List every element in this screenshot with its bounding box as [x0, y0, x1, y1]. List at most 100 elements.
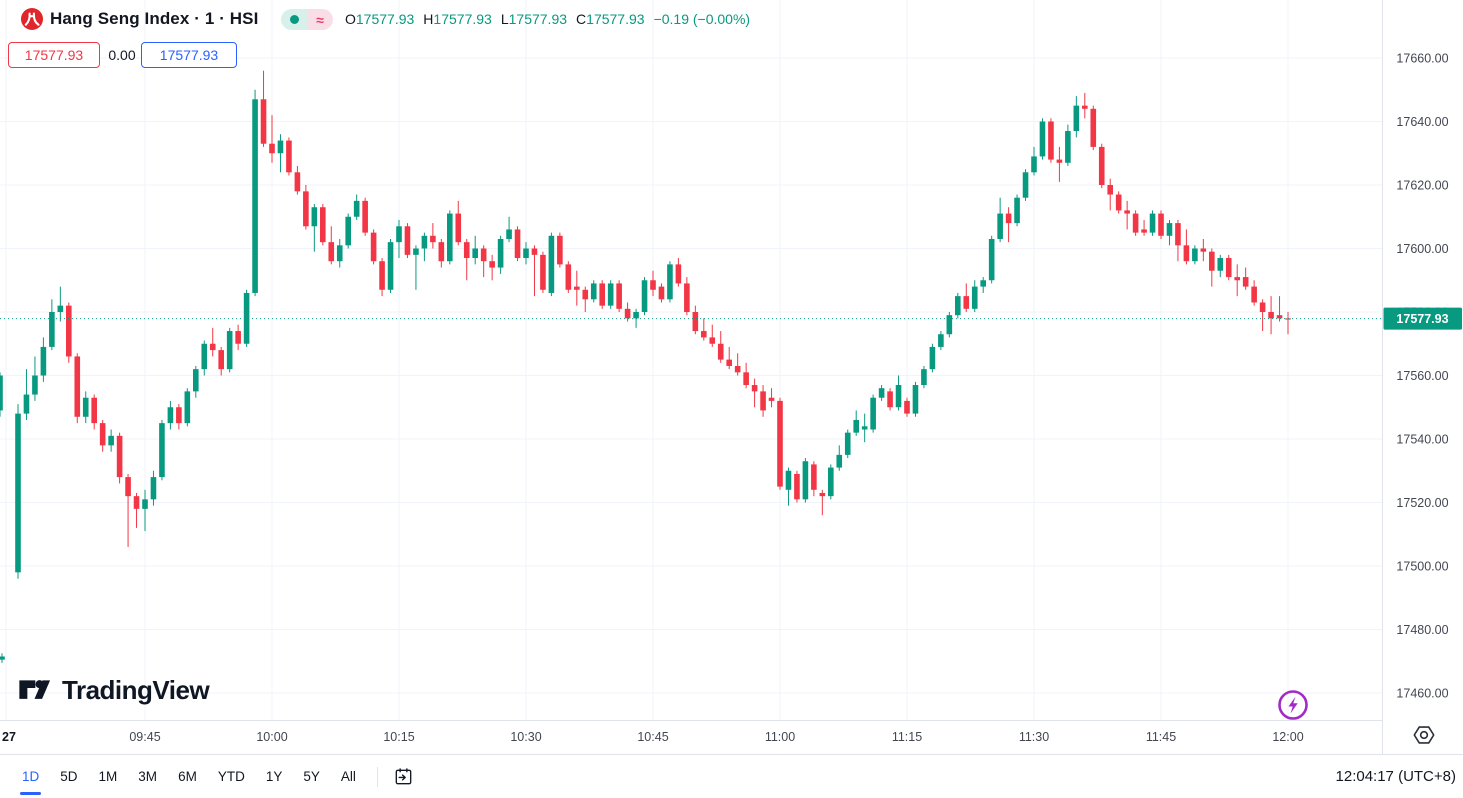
candle-body — [49, 312, 55, 347]
candle-body — [675, 264, 682, 284]
candle-body — [777, 400, 783, 487]
candle-body — [1031, 156, 1037, 173]
price-axis-label: 17520.00 — [1396, 496, 1448, 510]
high-value: 17577.93 — [433, 11, 492, 27]
candle-body — [1242, 277, 1249, 287]
candle-body — [260, 99, 267, 144]
price-axis[interactable]: 17660.0017640.0017620.0017600.0017580.00… — [1396, 52, 1448, 701]
date-range-tabs: 1D 5D 1M 3M 6M YTD 1Y 5Y All — [19, 768, 377, 795]
approx-data-icon: ≈ — [316, 11, 324, 28]
candle-body — [548, 235, 555, 293]
range-tab-6M[interactable]: 6M — [178, 768, 197, 784]
settings-button[interactable] — [1410, 722, 1438, 748]
candle-body — [1090, 108, 1097, 147]
time-axis-label: 11:15 — [892, 730, 922, 744]
range-tab-YTD[interactable]: YTD — [217, 768, 245, 784]
candle-body — [353, 200, 360, 217]
sell-price-button[interactable]: 17577.93 — [8, 42, 100, 68]
candle-body — [726, 359, 733, 366]
candle-body — [768, 397, 775, 401]
candle-body — [40, 346, 47, 376]
current-price-badge[interactable]: 17577.93 — [1383, 307, 1463, 330]
candle-body — [785, 470, 792, 490]
candlestick-chart[interactable]: 17660.0017640.0017620.0017600.0017580.00… — [0, 0, 1463, 754]
candle-body — [878, 388, 885, 398]
spread-value: 0.00 — [108, 47, 136, 63]
candle-body — [701, 331, 707, 338]
range-tab-All[interactable]: All — [340, 768, 356, 784]
candle-body — [802, 461, 809, 500]
range-tab-1Y[interactable]: 1Y — [265, 768, 283, 784]
candle-body — [1014, 197, 1020, 224]
market-open-segment[interactable] — [281, 9, 307, 30]
candle-body — [565, 264, 572, 290]
candle-body — [218, 350, 225, 370]
time-axis-label: 10:45 — [637, 730, 668, 744]
range-tab-5D[interactable]: 5D — [60, 768, 78, 784]
time-axis-label: 11:00 — [765, 730, 795, 744]
instant-trading-button[interactable] — [1276, 688, 1310, 722]
time-axis-label: 11:30 — [1019, 730, 1049, 744]
candle-body — [599, 283, 606, 306]
open-label: O — [345, 11, 356, 27]
go-to-date-button[interactable] — [392, 765, 416, 789]
candle-body — [303, 191, 309, 227]
candle-body — [963, 296, 970, 309]
price-axis-label: 17500.00 — [1396, 560, 1448, 574]
tradingview-watermark[interactable]: TradingView — [16, 672, 210, 709]
price-axis-label: 17600.00 — [1396, 242, 1448, 256]
range-tab-5Y[interactable]: 5Y — [303, 768, 320, 784]
candle-body — [531, 248, 538, 255]
bottom-toolbar: 1D 5D 1M 3M 6M YTD 1Y 5Y All 12:04:17 (UTC+8) — [0, 754, 1463, 798]
candle-body — [1082, 105, 1088, 109]
svg-text:17577.93: 17577.93 — [1396, 312, 1448, 326]
price-axis-label: 17480.00 — [1396, 623, 1448, 637]
range-tab-1D[interactable]: 1D — [19, 768, 42, 795]
candle-body — [438, 242, 445, 262]
candle-body — [320, 207, 326, 243]
candle-body — [574, 286, 580, 290]
candle-body — [184, 391, 191, 424]
candle-body — [870, 397, 876, 430]
candle-body — [150, 477, 157, 500]
candle-body — [447, 213, 453, 262]
candle-body — [1048, 121, 1054, 160]
time-axis[interactable]: 27 09:45 10:00 10:15 10:30 10:45 11:00 11:15 11:… — [2, 730, 1304, 744]
range-tab-3M[interactable]: 3M — [138, 768, 158, 784]
candle-body — [1217, 258, 1224, 271]
candle-body — [1251, 286, 1257, 303]
candle-body — [497, 238, 504, 268]
price-axis-label: 17620.00 — [1396, 179, 1448, 193]
candle-body — [421, 235, 428, 249]
candle-body — [1175, 223, 1181, 246]
candle-body — [607, 283, 614, 306]
candles — [0, 70, 1291, 663]
candle-body — [751, 385, 758, 392]
time-axis-label: 10:30 — [510, 730, 541, 744]
candle-body — [413, 248, 419, 255]
candle-body — [15, 413, 21, 573]
market-status-pill[interactable]: ≈ — [281, 9, 333, 30]
price-axis-label: 17560.00 — [1396, 369, 1448, 383]
candle-body — [387, 242, 394, 290]
price-axis-label: 17660.00 — [1396, 52, 1448, 66]
buy-price-button[interactable]: 17577.93 — [141, 42, 237, 68]
time-axis-label: 10:15 — [383, 730, 414, 744]
symbol-title[interactable]: Hang Seng Index · 1 · HSI — [50, 9, 259, 28]
candle-body — [23, 394, 30, 414]
candle-body — [692, 312, 699, 332]
delayed-data-segment[interactable]: ≈ — [307, 9, 333, 30]
candle-body — [74, 356, 81, 417]
candle-body — [955, 296, 961, 316]
range-tab-1M[interactable]: 1M — [98, 768, 118, 784]
candle-body — [590, 283, 597, 300]
price-axis-label: 17640.00 — [1396, 115, 1448, 129]
candle-body — [641, 280, 648, 312]
candle-body — [633, 312, 639, 319]
candle-body — [997, 213, 1003, 239]
high-label: H — [423, 11, 434, 27]
session-clock[interactable]: 12:04:17 (UTC+8) — [1335, 768, 1456, 785]
candle-body — [1149, 213, 1156, 233]
candle-body — [430, 235, 436, 243]
candle-body — [988, 238, 995, 281]
